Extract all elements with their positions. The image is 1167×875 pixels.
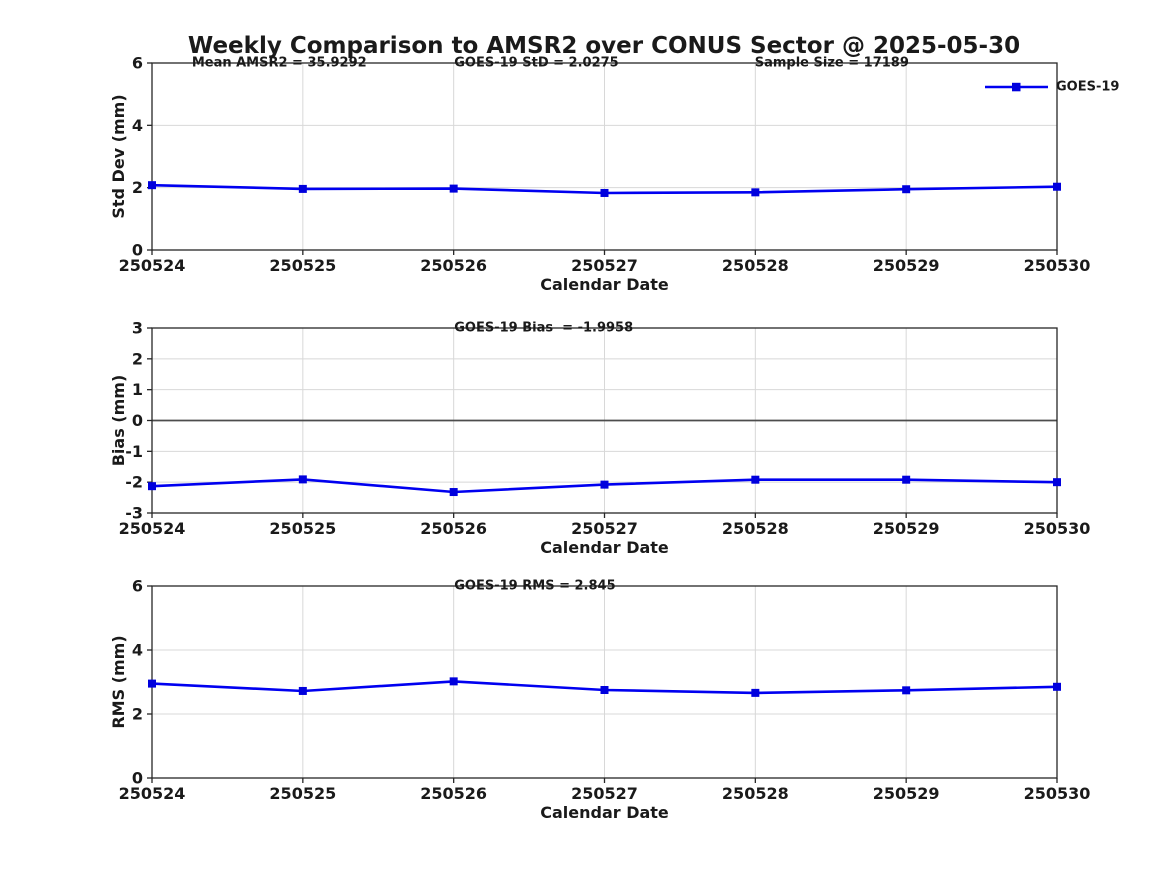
data-point-marker [751,475,760,484]
y-tick-label: 4 [132,116,143,135]
x-tick-label: 250528 [722,256,789,275]
data-point-marker [1053,478,1061,487]
data-point-marker [600,480,609,489]
annotation-text: GOES-19 StD = 2.0275 [454,56,618,71]
x-tick-label: 250527 [571,784,638,803]
data-point-marker [148,181,156,190]
x-tick-label: 250527 [571,519,638,538]
x-tick-label: 250526 [420,519,487,538]
x-tick-label: 250524 [119,784,186,803]
data-point-marker [148,482,156,491]
y-axis-label: Std Dev (mm) [109,94,128,218]
data-point-marker [902,686,911,695]
data-point-marker [1053,182,1061,191]
y-tick-label: -1 [125,442,143,461]
data-point-marker [298,475,307,484]
legend-marker-icon [1012,82,1021,92]
data-point-marker [600,188,609,197]
data-point-marker [449,184,458,193]
x-tick-label: 250528 [722,784,789,803]
y-tick-label: 2 [132,349,143,368]
x-tick-label: 250524 [119,519,186,538]
y-tick-label: 3 [132,319,143,338]
x-tick-label: 250527 [571,256,638,275]
subplots-group: 250524 250525 250526 250527 250528 250529 2505… [109,54,1090,823]
data-point-marker [600,686,609,694]
data-point-marker [148,679,156,688]
legend: GOES-19 [985,80,1119,95]
x-tick-label: 250530 [1024,519,1091,538]
y-tick-label: 6 [132,577,143,596]
x-tick-label: 250529 [873,256,940,275]
subplot-rms: 250524 250525 250526 250527 250528 250529 2505… [109,577,1090,823]
data-point-marker [449,677,458,686]
x-axis-label: Calendar Date [540,275,669,294]
x-tick-label: 250525 [269,256,336,275]
x-axis-label: Calendar Date [540,538,669,557]
x-tick-label: 250525 [269,519,336,538]
y-tick-label: -2 [125,473,143,492]
y-tick-label: 4 [132,641,143,660]
data-point-marker [751,688,760,697]
y-tick-label: 2 [132,705,143,724]
data-point-marker [298,184,307,193]
annotation-text: GOES-19 Bias = -1.9958 [454,321,633,336]
chart-title: Weekly Comparison to AMSR2 over CONUS Se… [188,33,1020,59]
data-point-marker [1053,682,1061,691]
x-tick-label: 250526 [420,784,487,803]
y-tick-label: 2 [132,178,143,197]
y-axis-label: Bias (mm) [109,375,128,467]
data-point-marker [298,686,307,695]
data-point-marker [751,188,760,197]
legend-label: GOES-19 [1056,80,1119,95]
x-tick-label: 250526 [420,256,487,275]
subplot-std-dev: 250524 250525 250526 250527 250528 250529 2505… [109,54,1090,295]
x-tick-label: 250530 [1024,256,1091,275]
y-tick-label: 0 [132,411,143,430]
y-tick-label: -3 [125,504,143,523]
annotation-text: Sample Size = 17189 [755,56,909,71]
y-tick-label: 1 [132,380,143,399]
y-tick-label: 0 [132,769,143,788]
data-point-marker [449,488,458,497]
x-axis-label: Calendar Date [540,803,669,822]
x-tick-label: 250529 [873,784,940,803]
x-tick-label: 250529 [873,519,940,538]
data-point-marker [902,185,911,194]
x-tick-label: 250530 [1024,784,1091,803]
x-tick-label: 250524 [119,256,186,275]
y-tick-label: 6 [132,54,143,73]
subplot-bias: 250524 250525 250526 250527 250528 250529 2505… [109,319,1090,558]
x-tick-label: 250528 [722,519,789,538]
y-tick-label: 0 [132,241,143,260]
annotation-text: GOES-19 RMS = 2.845 [454,579,615,594]
x-tick-label: 250525 [269,784,336,803]
data-point-marker [902,475,911,484]
y-axis-label: RMS (mm) [109,635,128,728]
annotation-text: Mean AMSR2 = 35.9292 [192,56,367,71]
